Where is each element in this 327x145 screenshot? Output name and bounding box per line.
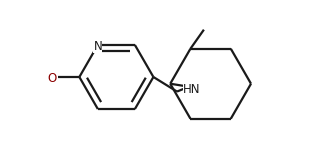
- Text: O: O: [48, 72, 57, 85]
- Text: N: N: [94, 40, 102, 53]
- Text: HN: HN: [183, 83, 200, 96]
